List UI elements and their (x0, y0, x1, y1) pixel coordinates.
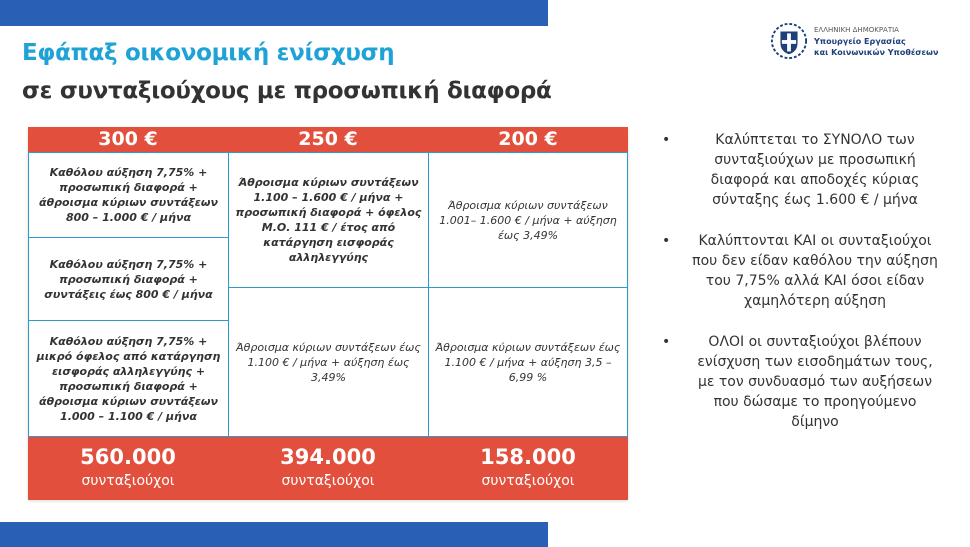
total-300: 560.000 συνταξιούχοι (28, 437, 228, 500)
total-200: 158.000 συνταξιούχοι (428, 437, 628, 500)
logo-line-2: Υπουργείο Εργασίας (814, 36, 906, 46)
greek-coat-of-arms-icon (770, 22, 808, 60)
logo-line-3: και Κοινωνικών Υποθέσεων (814, 47, 939, 57)
bullet-text: Καλύπτονται ΚΑΙ οι συνταξιούχοι που δεν … (692, 233, 938, 309)
table-cell: Άθροισμα κύριων συντάξεων έως 1.100 € / … (428, 287, 628, 437)
bullet-item: • Καλύπτεται το ΣΥΝΟΛΟ των συνταξιούχων … (662, 130, 962, 210)
table-cell: Άθροισμα κύριων συντάξεων 1.100 – 1.600 … (228, 152, 429, 288)
table-cell: Άθροισμα κύριων συντάξεων έως 1.100 € / … (228, 287, 429, 437)
bullet-item: • Καλύπτονται ΚΑΙ οι συνταξιούχοι που δε… (662, 231, 962, 311)
table-cell: Άθροισμα κύριων συντάξεων 1.001– 1.600 €… (428, 152, 628, 288)
bottom-accent-bar (0, 522, 548, 547)
table-cell: Καθόλου αύξηση 7,75% + προσωπική διαφορά… (28, 152, 229, 238)
bullet-list: • Καλύπτεται το ΣΥΝΟΛΟ των συνταξιούχων … (662, 130, 962, 453)
bullet-text: Καλύπτεται το ΣΥΝΟΛΟ των συνταξιούχων με… (710, 132, 920, 208)
column-header-250: 250 € (228, 127, 428, 152)
column-header-200: 200 € (428, 127, 628, 152)
total-label: συνταξιούχοι (81, 473, 175, 489)
total-250: 394.000 συνταξιούχοι (228, 437, 428, 500)
bullet-icon: • (662, 334, 671, 350)
logo-line-1: ΕΛΛΗΝΙΚΗ ΔΗΜΟΚΡΑΤΙΑ (814, 25, 899, 34)
bullet-item: • ΟΛΟΙ οι συνταξιούχοι βλέπουν ενίσχυση … (662, 332, 962, 432)
total-count: 560.000 (80, 445, 176, 469)
total-label: συνταξιούχοι (281, 473, 375, 489)
total-count: 158.000 (480, 445, 576, 469)
top-accent-bar (0, 0, 548, 26)
table-cell: Καθόλου αύξηση 7,75% + μικρό όφελος από … (28, 320, 229, 437)
bullet-icon: • (662, 132, 671, 148)
ministry-logo: ΕΛΛΗΝΙΚΗ ΔΗΜΟΚΡΑΤΙΑ Υπουργείο Εργασίας κ… (770, 22, 938, 60)
column-header-300: 300 € (28, 127, 228, 152)
slide-title: Εφάπαξ οικονομική ενίσχυση (22, 40, 395, 66)
total-label: συνταξιούχοι (481, 473, 575, 489)
slide-subtitle: σε συνταξιούχους με προσωπική διαφορά (22, 78, 552, 104)
table-cell: Καθόλου αύξηση 7,75% + προσωπική διαφορά… (28, 237, 229, 321)
bullet-text: ΟΛΟΙ οι συνταξιούχοι βλέπουν ενίσχυση τω… (697, 334, 933, 430)
total-count: 394.000 (280, 445, 376, 469)
benefit-table: 300 € 250 € 200 € Καθόλου αύξηση 7,75% +… (28, 127, 628, 500)
bullet-icon: • (662, 233, 671, 249)
